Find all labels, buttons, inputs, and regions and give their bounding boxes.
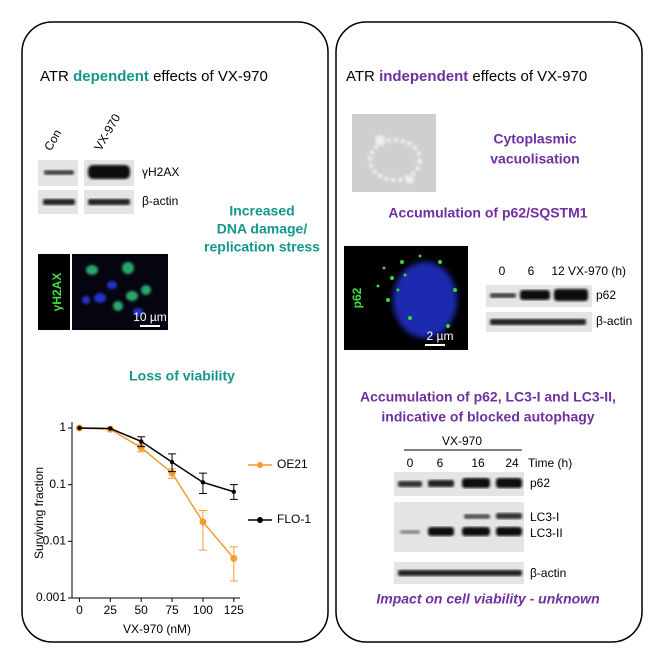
- title-part: ATR: [346, 68, 375, 85]
- x-tick-label: 100: [193, 603, 213, 617]
- legend-marker: [257, 462, 263, 468]
- row-label: β-actin: [142, 194, 178, 208]
- legend-label: FLO-1: [277, 512, 311, 526]
- legend-marker: [257, 517, 263, 523]
- legend-label: OE21: [277, 457, 308, 471]
- left-title: ATR dependent effects of VX-970: [40, 68, 268, 85]
- lane-label: 6: [437, 456, 444, 470]
- annotation: Cytoplasmic: [493, 131, 576, 147]
- x-tick-label: 0: [76, 603, 83, 617]
- stain-label: p62: [350, 287, 364, 308]
- row-label: LC3-II: [530, 526, 563, 540]
- lane-label: 6: [528, 264, 535, 278]
- x-tick-label: 50: [134, 603, 148, 617]
- scale-bar: 2 µm: [427, 329, 454, 343]
- point: [199, 518, 207, 526]
- right-title: ATR independent effects of VX-970: [346, 68, 587, 85]
- title-part: effects of VX-970: [153, 68, 268, 85]
- conclusion: Impact on cell viability - unknown: [376, 591, 599, 607]
- row-label: β-actin: [530, 566, 566, 580]
- row-label: p62: [596, 288, 616, 302]
- point: [138, 439, 144, 444]
- title-part: effects of VX-970: [472, 68, 587, 85]
- chart-title: Loss of viability: [129, 368, 235, 384]
- row-label: γH2AX: [142, 165, 179, 179]
- series-line: [79, 427, 235, 559]
- error-bar: [229, 546, 238, 582]
- row-label: β-actin: [596, 314, 632, 328]
- x-tick-label: 75: [165, 603, 179, 617]
- lane-label: 0: [407, 456, 414, 470]
- treatment-label: VX-970: [442, 434, 482, 448]
- x-tick-label: 25: [104, 603, 118, 617]
- lane-header: VX-970 (h): [568, 264, 626, 278]
- if-image: [344, 246, 468, 350]
- annotation: vacuolisation: [490, 151, 579, 167]
- section-title: indicative of blocked autophagy: [381, 409, 594, 425]
- point: [77, 425, 82, 431]
- point: [230, 554, 238, 562]
- point: [200, 480, 206, 485]
- lane-header: Time (h): [528, 456, 572, 470]
- lane-label: 24: [505, 456, 519, 470]
- y-tick-label: 0.001: [36, 590, 66, 604]
- scale-bar: 10 µm: [133, 310, 167, 324]
- lane-label: 16: [471, 456, 485, 470]
- row-label: p62: [530, 476, 550, 490]
- annotation: DNA damage/: [217, 221, 308, 237]
- point: [137, 444, 145, 452]
- left-panel: [21, 21, 329, 643]
- right-panel: [335, 21, 643, 643]
- blot: [38, 160, 134, 214]
- point: [169, 459, 175, 465]
- series-line: [79, 427, 235, 493]
- blot: [394, 472, 524, 584]
- vacuole-image: [352, 114, 436, 192]
- point: [108, 426, 113, 431]
- annotation: replication stress: [204, 239, 320, 255]
- y-tick-label: 0.01: [43, 534, 67, 548]
- if-image: [38, 254, 168, 330]
- blot: [486, 285, 592, 332]
- error-bar: [198, 510, 207, 551]
- row-label: LC3-I: [530, 510, 559, 524]
- section-title: Accumulation of p62, LC3-I and LC3-II,: [360, 389, 616, 405]
- lane-label: 0: [499, 264, 506, 278]
- point: [231, 489, 237, 494]
- y-tick-label: 0.1: [49, 477, 66, 491]
- chart: Surviving fraction VX-970 (nM) 1 0.1 0.01 0…: [32, 420, 311, 636]
- title-part: independent: [379, 68, 468, 85]
- section-title: Accumulation of p62/SQSTM1: [388, 205, 587, 221]
- lane-label: VX-970: [91, 111, 123, 153]
- annotation: Increased: [229, 203, 294, 219]
- stain-label: γH2AX: [50, 273, 64, 312]
- x-axis-label: VX-970 (nM): [123, 622, 191, 636]
- x-tick-label: 125: [224, 603, 244, 617]
- y-axis-label: Surviving fraction: [32, 467, 46, 559]
- lane-label: Con: [41, 127, 64, 153]
- y-tick-label: 1: [59, 420, 66, 434]
- lane-label: 12: [551, 264, 565, 278]
- title-part: dependent: [73, 68, 149, 85]
- title-part: ATR: [40, 68, 69, 85]
